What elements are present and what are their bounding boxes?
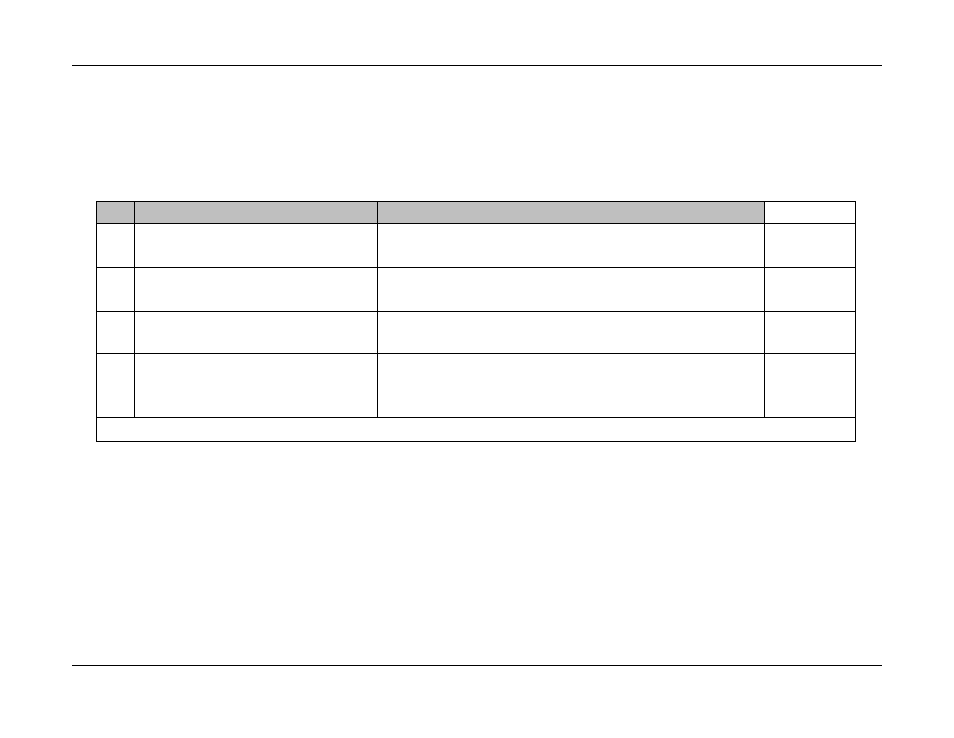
cell xyxy=(134,268,377,312)
table-container xyxy=(96,201,856,442)
table-row xyxy=(97,354,856,418)
col-header-2 xyxy=(134,202,377,224)
cell xyxy=(134,312,377,354)
cell xyxy=(97,354,135,418)
cell xyxy=(764,354,855,418)
cell xyxy=(134,224,377,268)
cell xyxy=(97,312,135,354)
cell xyxy=(377,268,764,312)
data-table xyxy=(96,201,856,442)
cell xyxy=(377,312,764,354)
table-header-row xyxy=(97,202,856,224)
table-row xyxy=(97,268,856,312)
cell xyxy=(764,312,855,354)
col-header-3 xyxy=(377,202,764,224)
cell xyxy=(97,224,135,268)
footer-cell xyxy=(97,418,856,442)
table-row xyxy=(97,312,856,354)
cell xyxy=(377,224,764,268)
table-footer-row xyxy=(97,418,856,442)
top-rule xyxy=(72,65,882,66)
cell xyxy=(377,354,764,418)
cell xyxy=(134,354,377,418)
cell xyxy=(764,268,855,312)
table-row xyxy=(97,224,856,268)
col-header-4 xyxy=(764,202,855,224)
col-header-1 xyxy=(97,202,135,224)
bottom-rule xyxy=(72,665,882,666)
page xyxy=(0,0,954,738)
cell xyxy=(764,224,855,268)
cell xyxy=(97,268,135,312)
